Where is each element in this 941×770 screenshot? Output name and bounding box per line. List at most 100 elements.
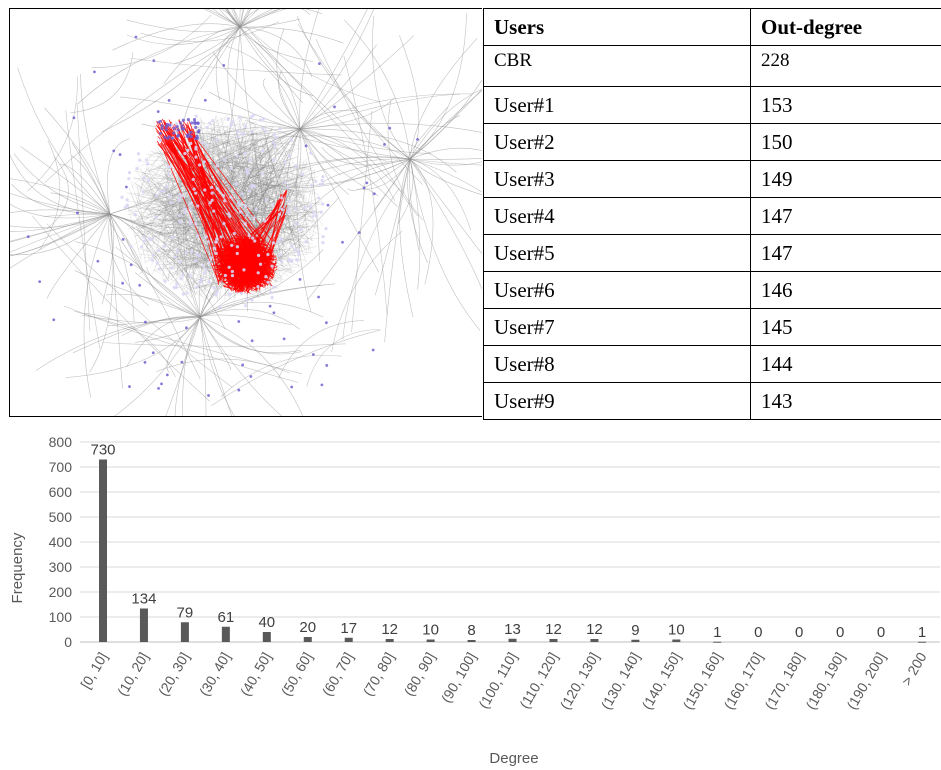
x-tick-label: (100, 110] — [475, 650, 520, 712]
y-tick-label: 700 — [49, 459, 73, 475]
histogram-bars — [99, 459, 927, 643]
histogram-bar — [713, 641, 722, 643]
table-cell-out-degree: 146 — [750, 271, 941, 309]
table-cell-user: User#2 — [483, 123, 751, 161]
x-tick-label: (150, 160] — [679, 650, 724, 713]
x-tick-label: (40, 50] — [237, 650, 275, 699]
data-label: 10 — [422, 622, 439, 639]
data-label: 730 — [90, 442, 115, 459]
table-header-row: Users Out-degree — [483, 8, 941, 46]
table-row: User#5 147 — [483, 234, 941, 272]
histogram-bar — [303, 637, 312, 642]
y-tick-label: 400 — [49, 534, 73, 550]
data-label: 12 — [545, 621, 562, 638]
x-tick-label: (180, 190] — [802, 650, 847, 713]
x-tick-label: (30, 40] — [196, 650, 234, 699]
y-tick-label: 500 — [49, 509, 73, 525]
data-label: 0 — [877, 624, 885, 641]
table-cell-user: User#4 — [483, 197, 751, 235]
table-cell-user: User#1 — [483, 86, 751, 124]
x-tick-label: (70, 80] — [360, 650, 398, 699]
table-cell-out-degree: 143 — [750, 382, 941, 420]
table-cell-user: User#3 — [483, 160, 751, 198]
table-cell-user: User#8 — [483, 345, 751, 383]
table-row: CBR 228 — [483, 45, 941, 87]
histogram-bar — [467, 640, 476, 642]
data-label: 1 — [918, 624, 926, 641]
data-label: 0 — [836, 624, 844, 641]
y-tick-label: 200 — [49, 584, 73, 600]
table-cell-out-degree: 149 — [750, 160, 941, 198]
histogram-bar — [549, 639, 558, 642]
table-row: User#9 143 — [483, 382, 941, 420]
x-tick-label: (110, 120] — [516, 650, 561, 712]
histogram-bar — [180, 622, 189, 642]
table-row: User#6 146 — [483, 271, 941, 309]
x-tick-label: (20, 30] — [155, 650, 193, 699]
table-row: User#7 145 — [483, 308, 941, 346]
table-cell-out-degree: 147 — [750, 197, 941, 235]
histogram-bar — [631, 639, 640, 642]
x-tick-label: (160, 170] — [720, 650, 765, 713]
data-label: 20 — [299, 619, 316, 636]
x-tick-label: (80, 90] — [401, 650, 439, 699]
network-graph-panel — [9, 8, 482, 417]
table-cell-user: User#6 — [483, 271, 751, 309]
data-label: 13 — [504, 621, 521, 638]
histogram-bar — [508, 638, 517, 642]
data-label: 8 — [467, 622, 475, 639]
table-cell-out-degree: 147 — [750, 234, 941, 272]
out-degree-table: Users Out-degree CBR 228 User#1 153 User… — [483, 8, 941, 420]
data-label: 40 — [258, 614, 275, 631]
network-graph — [10, 9, 482, 416]
data-label: 0 — [754, 624, 762, 641]
table-row: User#1 153 — [483, 86, 941, 124]
table-cell-out-degree: 150 — [750, 123, 941, 161]
y-tick-label: 100 — [49, 609, 73, 625]
x-tick-label: > 200 — [898, 649, 930, 688]
x-tick-label: [0, 10] — [77, 650, 110, 692]
x-tick-label: (90, 100] — [438, 650, 479, 706]
table-row: User#2 150 — [483, 123, 941, 161]
table-header-users: Users — [483, 8, 751, 46]
data-label: 17 — [340, 620, 357, 637]
x-tick-label: (130, 140] — [598, 650, 643, 713]
x-tick-label: (60, 70] — [319, 650, 357, 699]
histogram-bar — [221, 626, 230, 642]
histogram-bar — [139, 608, 148, 642]
data-label: 61 — [218, 609, 235, 626]
histogram-gridlines — [80, 441, 940, 643]
x-tick-label: (170, 180] — [761, 650, 806, 713]
y-tick-label: 0 — [64, 634, 72, 650]
table-cell-out-degree: 145 — [750, 308, 941, 346]
table-cell-user: User#9 — [483, 382, 751, 420]
histogram-bar — [918, 641, 927, 643]
x-tick-label: (10, 20] — [114, 650, 152, 699]
histogram-bar — [385, 639, 394, 642]
histogram-bar — [590, 639, 599, 642]
table-cell-out-degree: 153 — [750, 86, 941, 124]
data-label: 10 — [668, 622, 685, 639]
y-axis-title: Frequency — [9, 532, 26, 603]
table-row: User#4 147 — [483, 197, 941, 235]
data-label: 134 — [131, 591, 156, 608]
top-figure-panel: Users Out-degree CBR 228 User#1 153 User… — [9, 8, 941, 420]
data-label: 1 — [713, 624, 721, 641]
table-row: User#3 149 — [483, 160, 941, 198]
data-label: 9 — [631, 622, 639, 639]
table-header-out-degree: Out-degree — [750, 8, 941, 46]
table-cell-out-degree: 144 — [750, 345, 941, 383]
histogram-x-axis: [0, 10] (10, 20] (20, 30] (30, 40] (40, 50](… — [77, 649, 929, 712]
histogram-bar — [262, 632, 271, 642]
x-tick-label: (50, 60] — [278, 650, 316, 699]
x-axis-title: Degree — [489, 750, 538, 767]
histogram-bar — [99, 459, 107, 642]
histogram-bar — [672, 639, 681, 642]
x-tick-label: (190, 200] — [843, 650, 888, 713]
data-label: 79 — [177, 604, 194, 621]
histogram-bar — [344, 637, 353, 642]
table-cell-user: CBR — [483, 45, 751, 87]
table-cell-user: User#5 — [483, 234, 751, 272]
data-label: 0 — [795, 624, 803, 641]
